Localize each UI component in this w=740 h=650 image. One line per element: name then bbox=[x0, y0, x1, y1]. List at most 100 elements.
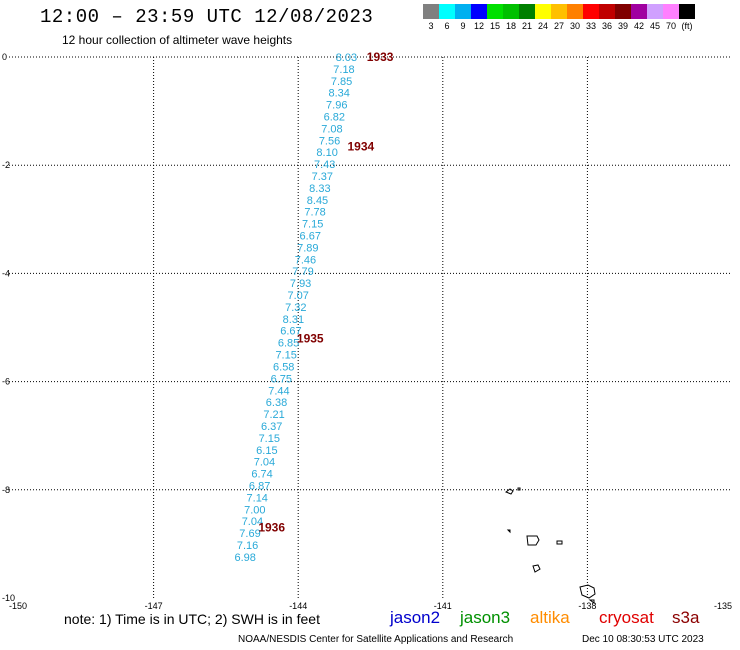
legend-swatch bbox=[439, 4, 455, 19]
wave-height-label: 8.33 bbox=[309, 183, 330, 195]
wave-height-label: 7.79 bbox=[292, 266, 313, 278]
wave-height-label: 7.46 bbox=[295, 254, 316, 266]
legend-label: 30 bbox=[569, 21, 580, 31]
wave-height-label: 8.03 bbox=[336, 52, 357, 64]
wave-height-label: 7.43 bbox=[314, 159, 335, 171]
satellite-altika-label: altika bbox=[530, 608, 570, 627]
wave-height-label: 7.15 bbox=[275, 350, 296, 362]
x-tick-label: -150 bbox=[9, 601, 27, 611]
wave-height-label: 7.16 bbox=[237, 540, 258, 552]
wave-height-label: 8.10 bbox=[316, 147, 337, 159]
legend-swatch bbox=[599, 4, 615, 19]
wave-height-label: 6.98 bbox=[234, 552, 255, 564]
wave-height-label: 7.14 bbox=[247, 492, 268, 504]
island-outline bbox=[506, 529, 511, 534]
legend-label: 27 bbox=[553, 21, 564, 31]
legend-label: 42 bbox=[633, 21, 644, 31]
island-outline bbox=[526, 535, 540, 546]
color-legend-labels: 3 6 9 12 15 18 21 24 27 30 33 36 39 42 45 70 (ft) bbox=[423, 21, 695, 31]
legend-swatch bbox=[551, 4, 567, 19]
map-title: 12:00 – 23:59 UTC 12/08/2023 bbox=[40, 6, 374, 28]
legend-label: 21 bbox=[521, 21, 532, 31]
island-outline bbox=[517, 487, 521, 491]
wave-height-label: 7.56 bbox=[319, 135, 340, 147]
legend-swatch bbox=[423, 4, 439, 19]
wave-height-label: 6.82 bbox=[324, 112, 345, 124]
wave-height-label: 7.15 bbox=[302, 219, 323, 231]
legend-swatch bbox=[455, 4, 471, 19]
wave-height-label: 7.07 bbox=[287, 290, 308, 302]
legend-label: 33 bbox=[585, 21, 596, 31]
pass-number-label: 1933 bbox=[367, 50, 394, 64]
legend-swatch bbox=[647, 4, 663, 19]
satellite-cryosat-label: cryosat bbox=[599, 608, 654, 627]
grid-lines bbox=[9, 56, 732, 598]
x-tick-label: -135 bbox=[714, 601, 732, 611]
pass-labels: 1933 1934 1935 1936 bbox=[258, 50, 393, 535]
legend-swatch bbox=[567, 4, 583, 19]
legend-label: 3 bbox=[428, 21, 434, 31]
color-legend bbox=[423, 4, 695, 19]
y-tick-label: 0 bbox=[2, 52, 7, 62]
axis-ticks: -150 -147 -144 -141 -138 -135 0 -2 -4 -6 -8 -10 bbox=[2, 52, 732, 611]
legend-swatch bbox=[679, 4, 695, 19]
wave-height-label: 6.15 bbox=[256, 445, 277, 457]
y-tick-label: -2 bbox=[2, 160, 10, 170]
x-tick-label: -144 bbox=[289, 601, 307, 611]
legend-label: 39 bbox=[617, 21, 628, 31]
wave-height-label: 6.58 bbox=[273, 361, 294, 373]
pass-number-label: 1935 bbox=[297, 331, 324, 345]
legend-swatch bbox=[615, 4, 631, 19]
wave-height-label: 6.74 bbox=[251, 469, 272, 481]
timestamp-text: Dec 10 08:30:53 UTC 2023 bbox=[582, 634, 704, 645]
island-outline bbox=[504, 488, 514, 495]
wave-height-label: 6.87 bbox=[249, 480, 270, 492]
wave-height-label: 6.75 bbox=[271, 373, 292, 385]
legend-label: 9 bbox=[460, 21, 466, 31]
wave-height-label: 7.32 bbox=[285, 302, 306, 314]
legend-label: 36 bbox=[601, 21, 612, 31]
footer-note: note: 1) Time is in UTC; 2) SWH is in fe… bbox=[64, 611, 320, 627]
wave-height-label: 6.67 bbox=[300, 231, 321, 243]
wave-height-label: 6.37 bbox=[261, 421, 282, 433]
wave-height-label: 7.04 bbox=[242, 516, 263, 528]
wave-height-label: 7.93 bbox=[290, 278, 311, 290]
x-tick-label: -141 bbox=[434, 601, 452, 611]
y-tick-label: -8 bbox=[2, 485, 10, 495]
wave-height-label: 7.69 bbox=[239, 528, 260, 540]
legend-swatch bbox=[471, 4, 487, 19]
legend-label: 6 bbox=[444, 21, 450, 31]
legend-label: 12 bbox=[473, 21, 484, 31]
y-tick-label: -10 bbox=[2, 593, 15, 603]
satellite-jason2-label: jason2 bbox=[390, 608, 441, 627]
legend-label: (ft) bbox=[681, 21, 693, 31]
credit-text: NOAA/NESDIS Center for Satellite Applica… bbox=[238, 634, 514, 645]
satellite-s3a-label: s3a bbox=[672, 608, 700, 627]
wave-height-label: 7.00 bbox=[244, 504, 265, 516]
legend-swatch bbox=[631, 4, 647, 19]
island-outlines bbox=[504, 487, 596, 604]
map-subtitle: 12 hour collection of altimeter wave hei… bbox=[62, 33, 293, 47]
legend-swatch bbox=[503, 4, 519, 19]
island-outline bbox=[588, 599, 595, 604]
wave-height-label: 7.18 bbox=[333, 64, 354, 76]
wave-height-label: 6.85 bbox=[278, 338, 299, 350]
legend-swatch bbox=[487, 4, 503, 19]
island-outline bbox=[532, 564, 541, 573]
legend-swatch bbox=[663, 4, 679, 19]
wave-height-label: 7.15 bbox=[259, 433, 280, 445]
wave-height-label: 7.78 bbox=[304, 207, 325, 219]
wave-height-labels: 8.037.187.858.347.966.827.087.568.107.43… bbox=[234, 52, 357, 564]
satellite-jason3-label: jason3 bbox=[460, 608, 511, 627]
y-tick-label: -6 bbox=[2, 377, 10, 387]
pass-number-label: 1936 bbox=[258, 521, 285, 535]
wave-height-label: 8.34 bbox=[328, 88, 349, 100]
wave-height-label: 7.96 bbox=[326, 100, 347, 112]
legend-label: 45 bbox=[649, 21, 660, 31]
island-outline bbox=[579, 584, 596, 599]
legend-swatch bbox=[583, 4, 599, 19]
legend-label: 24 bbox=[537, 21, 548, 31]
x-tick-label: -147 bbox=[145, 601, 163, 611]
wave-height-label: 8.45 bbox=[307, 195, 328, 207]
